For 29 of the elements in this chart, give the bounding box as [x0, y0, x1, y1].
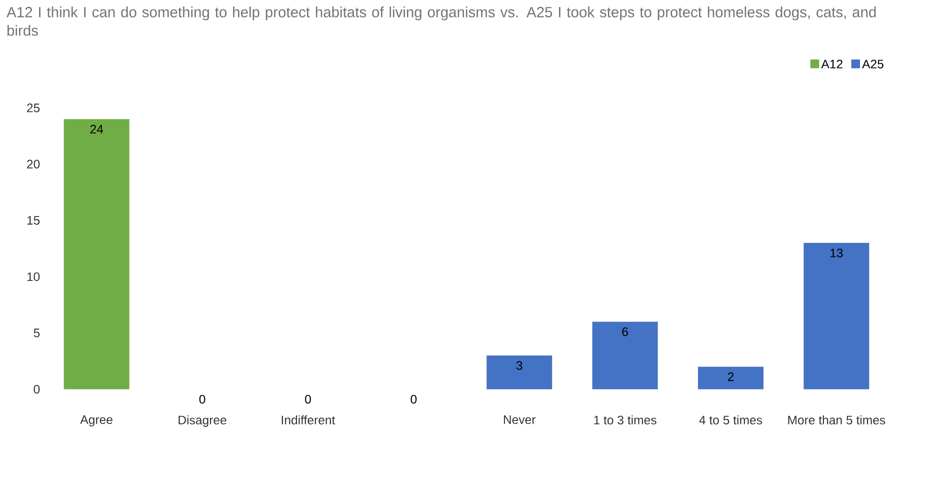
bar: [698, 366, 764, 390]
data-label: 6: [622, 327, 628, 336]
data-label: 0: [199, 394, 206, 404]
x-tick-label: 1 to 3 times: [594, 415, 656, 424]
chart-title: A12 I think I can do something to help protect habitats of living organisms vs. A25 I took steps to protect homeless dogs, cats, and birds: [6, 6, 876, 36]
y-tick-label: 20: [27, 160, 40, 168]
y-tick-label: 15: [27, 216, 40, 225]
x-tick-label: Indifferent: [282, 415, 336, 424]
y-tick-label: 5: [34, 328, 40, 338]
bar: [592, 322, 658, 390]
x-tick-label: Disagree: [178, 415, 226, 427]
y-tick-label: 0: [34, 384, 40, 394]
x-tick-label: 4 to 5 times: [699, 415, 762, 424]
y-tick-label: 25: [27, 103, 40, 112]
y-tick-label: 10: [27, 272, 40, 281]
bar: [486, 355, 552, 390]
data-label: 0: [305, 394, 311, 404]
data-label: 24: [90, 124, 104, 134]
x-tick-label: Agree: [80, 415, 112, 426]
data-label: 2: [728, 372, 734, 381]
legend-label: A12: [821, 60, 842, 68]
data-label: 13: [830, 248, 843, 258]
bar: [804, 242, 870, 390]
data-label: 0: [410, 394, 417, 404]
bar: [64, 119, 130, 390]
legend-label: A25: [862, 60, 884, 68]
data-label: 3: [516, 361, 522, 370]
x-tick-label: More than 5 times: [788, 415, 886, 424]
x-tick-label: Never: [504, 415, 536, 424]
